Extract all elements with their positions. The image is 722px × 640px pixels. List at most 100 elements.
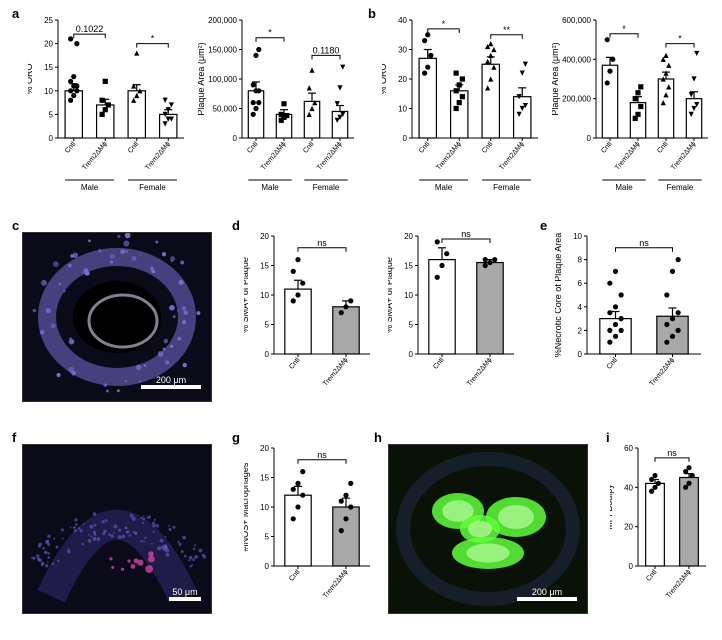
svg-text:400,000: 400,000 (562, 55, 591, 64)
svg-text:Trem2ΔMϕ: Trem2ΔMϕ (498, 141, 526, 172)
panel-label-h: h (374, 430, 382, 445)
svg-text:Male: Male (81, 183, 99, 192)
svg-text:10: 10 (573, 232, 582, 241)
svg-text:*: * (622, 24, 626, 34)
svg-text:20: 20 (260, 444, 269, 453)
svg-text:*: * (442, 19, 446, 29)
svg-text:*: * (151, 34, 155, 44)
svg-text:**: ** (503, 25, 511, 35)
svg-text:Cntl: Cntl (288, 356, 302, 370)
micrograph-h: 200 μm (388, 444, 588, 614)
svg-text:ns: ns (461, 230, 471, 239)
svg-text:Cntl: Cntl (481, 140, 495, 154)
svg-text:#iNOS+ Macrophages: #iNOS+ Macrophages (244, 462, 250, 551)
svg-text:0: 0 (629, 562, 634, 571)
panel-label-c: c (12, 218, 19, 233)
svg-text:Cntl: Cntl (246, 140, 260, 154)
svg-text:0: 0 (403, 134, 408, 143)
micrograph-c: 200 μm (22, 232, 212, 402)
svg-text:100,000: 100,000 (208, 75, 237, 84)
svg-text:50,000: 50,000 (213, 105, 238, 114)
svg-text:0: 0 (233, 134, 238, 143)
svg-text:150,000: 150,000 (208, 46, 237, 55)
svg-text:Female: Female (313, 183, 340, 192)
svg-text:MFI Bodipy: MFI Bodipy (610, 484, 614, 530)
svg-text:Female: Female (667, 183, 694, 192)
svg-text:Cntl: Cntl (288, 568, 302, 582)
svg-text:25: 25 (44, 16, 53, 25)
svg-text:Trem2ΔMϕ: Trem2ΔMϕ (435, 141, 463, 172)
svg-text:Trem2ΔMϕ: Trem2ΔMϕ (322, 357, 350, 388)
svg-text:10: 10 (260, 291, 269, 300)
svg-text:5: 5 (265, 533, 270, 542)
svg-text:200,000: 200,000 (208, 16, 237, 25)
svg-text:200,000: 200,000 (562, 95, 591, 104)
svg-text:10: 10 (44, 87, 53, 96)
svg-text:30: 30 (398, 46, 407, 55)
svg-text:4: 4 (578, 303, 583, 312)
chart-d-male: 05101520% SMA+ of PlaqueCntlTrem2ΔMϕns (244, 230, 374, 400)
svg-text:Trem2ΔMϕ: Trem2ΔMϕ (649, 357, 677, 388)
svg-text:8: 8 (578, 256, 583, 265)
svg-text:Cntl: Cntl (656, 140, 670, 154)
svg-text:0.1180: 0.1180 (313, 45, 340, 55)
svg-text:5: 5 (409, 321, 414, 330)
svg-text:50 μm: 50 μm (172, 587, 197, 597)
svg-text:Cntl: Cntl (64, 140, 78, 154)
svg-text:15: 15 (260, 474, 269, 483)
svg-text:200 μm: 200 μm (156, 375, 186, 385)
svg-text:Cntl: Cntl (432, 356, 446, 370)
chart-b-oro: 010203040% OROCntlTrem2ΔMϕCntlTrem2ΔMϕMa… (382, 14, 542, 204)
svg-text:15: 15 (44, 63, 53, 72)
svg-text:Cntl: Cntl (645, 568, 659, 582)
svg-text:200 μm: 200 μm (532, 587, 562, 597)
svg-text:Trem2ΔMϕ: Trem2ΔMϕ (144, 141, 172, 172)
svg-text:5: 5 (265, 321, 270, 330)
svg-text:Trem2ΔMϕ: Trem2ΔMϕ (81, 141, 109, 172)
svg-text:60: 60 (624, 444, 633, 453)
svg-text:6: 6 (578, 279, 583, 288)
chart-d-female: 05101520% SMA+ of PlaqueCntlTrem2ΔMϕns (388, 230, 518, 400)
svg-text:Trem2ΔMϕ: Trem2ΔMϕ (614, 141, 642, 172)
svg-text:20: 20 (260, 232, 269, 241)
svg-text:Trem2ΔMϕ: Trem2ΔMϕ (670, 141, 698, 172)
chart-i: 0204060MFI BodipyCntlTrem2ΔMϕns (610, 442, 710, 612)
svg-text:Trem2ΔMϕ: Trem2ΔMϕ (322, 569, 350, 600)
panel-label-f: f (12, 430, 16, 445)
svg-text:20: 20 (398, 75, 407, 84)
svg-text:0: 0 (587, 134, 592, 143)
svg-text:Male: Male (615, 183, 633, 192)
svg-text:%Necrotic Core of Plaque Area: %Necrotic Core of Plaque Area (555, 233, 563, 358)
svg-text:ns: ns (317, 238, 327, 248)
chart-b-plaque: 0200,000400,000600,000Plaque Area (μm²)C… (552, 14, 712, 204)
svg-text:0: 0 (409, 350, 414, 359)
chart-a-oro: 0510152025% OROCntlTrem2ΔMϕCntlTrem2ΔMϕM… (28, 14, 188, 204)
svg-text:Trem2ΔMϕ: Trem2ΔMϕ (260, 141, 288, 172)
svg-text:0: 0 (265, 350, 270, 359)
svg-text:15: 15 (404, 262, 413, 271)
svg-text:20: 20 (624, 523, 633, 532)
svg-text:Cntl: Cntl (600, 140, 614, 154)
chart-e: 0 2 4 6 8 10 %Necrotic Core of Plaque Area Cntl… (555, 230, 705, 400)
svg-text:Cntl: Cntl (606, 356, 620, 370)
panel-label-b: b (368, 6, 376, 21)
svg-text:0: 0 (578, 350, 583, 359)
svg-text:Female: Female (139, 183, 166, 192)
svg-text:% SMA+ of Plaque: % SMA+ of Plaque (388, 257, 394, 333)
svg-text:2: 2 (578, 326, 583, 335)
micrograph-f: 50 μm (22, 444, 212, 614)
panel-label-a: a (12, 6, 19, 21)
svg-text:Cntl: Cntl (418, 140, 432, 154)
svg-text:*: * (678, 34, 682, 44)
svg-text:20: 20 (404, 232, 413, 241)
svg-text:*: * (268, 28, 272, 38)
svg-text:10: 10 (260, 503, 269, 512)
svg-text:15: 15 (260, 262, 269, 271)
svg-text:Trem2ΔMϕ: Trem2ΔMϕ (665, 569, 693, 600)
svg-text:0: 0 (265, 562, 270, 571)
svg-text:Cntl: Cntl (127, 140, 141, 154)
svg-text:Male: Male (261, 183, 279, 192)
svg-text:Trem2ΔMϕ: Trem2ΔMϕ (466, 357, 494, 388)
svg-text:Male: Male (435, 183, 453, 192)
svg-text:ns: ns (317, 450, 327, 460)
